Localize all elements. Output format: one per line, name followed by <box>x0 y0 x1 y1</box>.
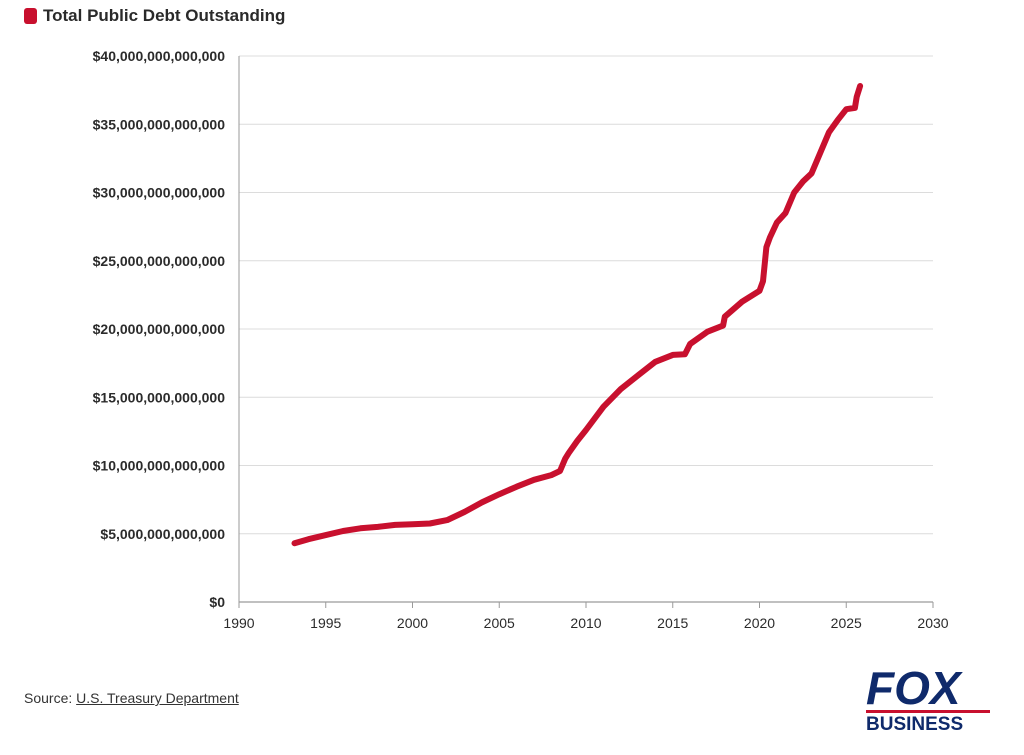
data-point <box>583 427 589 433</box>
data-point <box>722 314 728 320</box>
data-point <box>670 352 676 358</box>
y-tick-label: $40,000,000,000,000 <box>93 48 226 64</box>
y-tick-label: $35,000,000,000,000 <box>93 116 226 132</box>
data-point <box>782 210 789 216</box>
data-point <box>566 450 572 456</box>
data-point <box>739 299 745 305</box>
data-point <box>817 150 823 156</box>
data-point <box>682 351 688 357</box>
source-link[interactable]: U.S. Treasury Department <box>76 690 239 706</box>
data-point <box>340 528 346 534</box>
data-point <box>357 525 363 531</box>
data-point <box>843 106 849 112</box>
data-point <box>800 179 806 185</box>
logo-fox-text: FOX <box>866 662 963 714</box>
data-point <box>852 105 858 111</box>
data-point <box>409 521 416 527</box>
x-tick-label: 2010 <box>570 615 601 631</box>
y-axis-ticks: $0 $5,000,000,000,000 $10,000,000,000,000 $… <box>93 48 226 610</box>
data-point <box>704 329 711 335</box>
logo-business-text: BUSINESS <box>866 714 963 734</box>
x-tick-label: 2030 <box>917 615 948 631</box>
y-tick-label: $30,000,000,000,000 <box>93 185 226 201</box>
axes <box>238 56 933 603</box>
x-tick-label: 1990 <box>223 615 254 631</box>
data-point <box>548 472 554 478</box>
data-point <box>392 522 398 528</box>
data-point <box>427 520 433 527</box>
series-line-total-public-debt <box>291 83 864 547</box>
x-tick-label: 2020 <box>744 615 775 631</box>
data-point <box>791 189 797 196</box>
data-point <box>557 468 563 474</box>
series-layer <box>291 83 864 547</box>
logo-divider <box>866 710 990 713</box>
data-point <box>835 117 841 123</box>
x-tick-label: 1995 <box>310 615 341 631</box>
y-tick-label: $25,000,000,000,000 <box>93 253 226 269</box>
data-point <box>774 219 780 226</box>
chart-legend: Total Public Debt Outstanding <box>24 6 285 26</box>
source-note: Source: U.S. Treasury Department <box>24 690 239 706</box>
x-tick-label: 2000 <box>397 615 428 631</box>
data-point <box>808 170 815 176</box>
data-point <box>531 477 537 483</box>
y-tick-label: $20,000,000,000,000 <box>93 321 226 337</box>
data-point <box>479 499 485 505</box>
data-point <box>635 372 641 378</box>
x-tick-label: 2005 <box>484 615 515 631</box>
data-point <box>323 532 329 538</box>
data-point <box>826 129 832 135</box>
x-tick-label: 2025 <box>831 615 862 631</box>
data-point <box>496 491 502 497</box>
data-point <box>760 278 766 284</box>
data-point <box>618 386 624 392</box>
data-point <box>857 83 863 89</box>
legend-label: Total Public Debt Outstanding <box>43 6 286 25</box>
data-point <box>562 456 568 462</box>
data-point <box>462 509 468 515</box>
data-point <box>514 484 520 490</box>
data-point <box>305 536 311 542</box>
debt-line-chart: $0 $5,000,000,000,000 $10,000,000,000,000 $… <box>93 48 949 631</box>
data-point <box>767 234 773 241</box>
data-point <box>652 359 659 365</box>
source-prefix: Source: <box>24 690 77 706</box>
data-point <box>291 540 298 546</box>
fox-business-logo: FOX BUSINESS <box>866 662 990 734</box>
y-tick-label: $0 <box>209 594 225 610</box>
data-point <box>756 288 763 294</box>
x-tick-label: 2015 <box>657 615 688 631</box>
data-point <box>444 517 450 523</box>
data-point <box>763 244 770 250</box>
legend-swatch <box>24 8 37 24</box>
data-point <box>574 438 580 444</box>
data-point <box>854 94 860 100</box>
x-axis-ticks: 1990 1995 2000 2005 2010 2015 2020 2025 2030 <box>223 602 949 631</box>
data-point <box>720 323 726 329</box>
y-tick-label: $15,000,000,000,000 <box>93 389 226 405</box>
y-tick-label: $5,000,000,000,000 <box>100 526 225 542</box>
y-tick-label: $10,000,000,000,000 <box>93 458 226 474</box>
data-point <box>375 524 381 530</box>
data-point <box>600 404 607 410</box>
data-point <box>687 341 693 347</box>
gridlines <box>239 55 933 535</box>
